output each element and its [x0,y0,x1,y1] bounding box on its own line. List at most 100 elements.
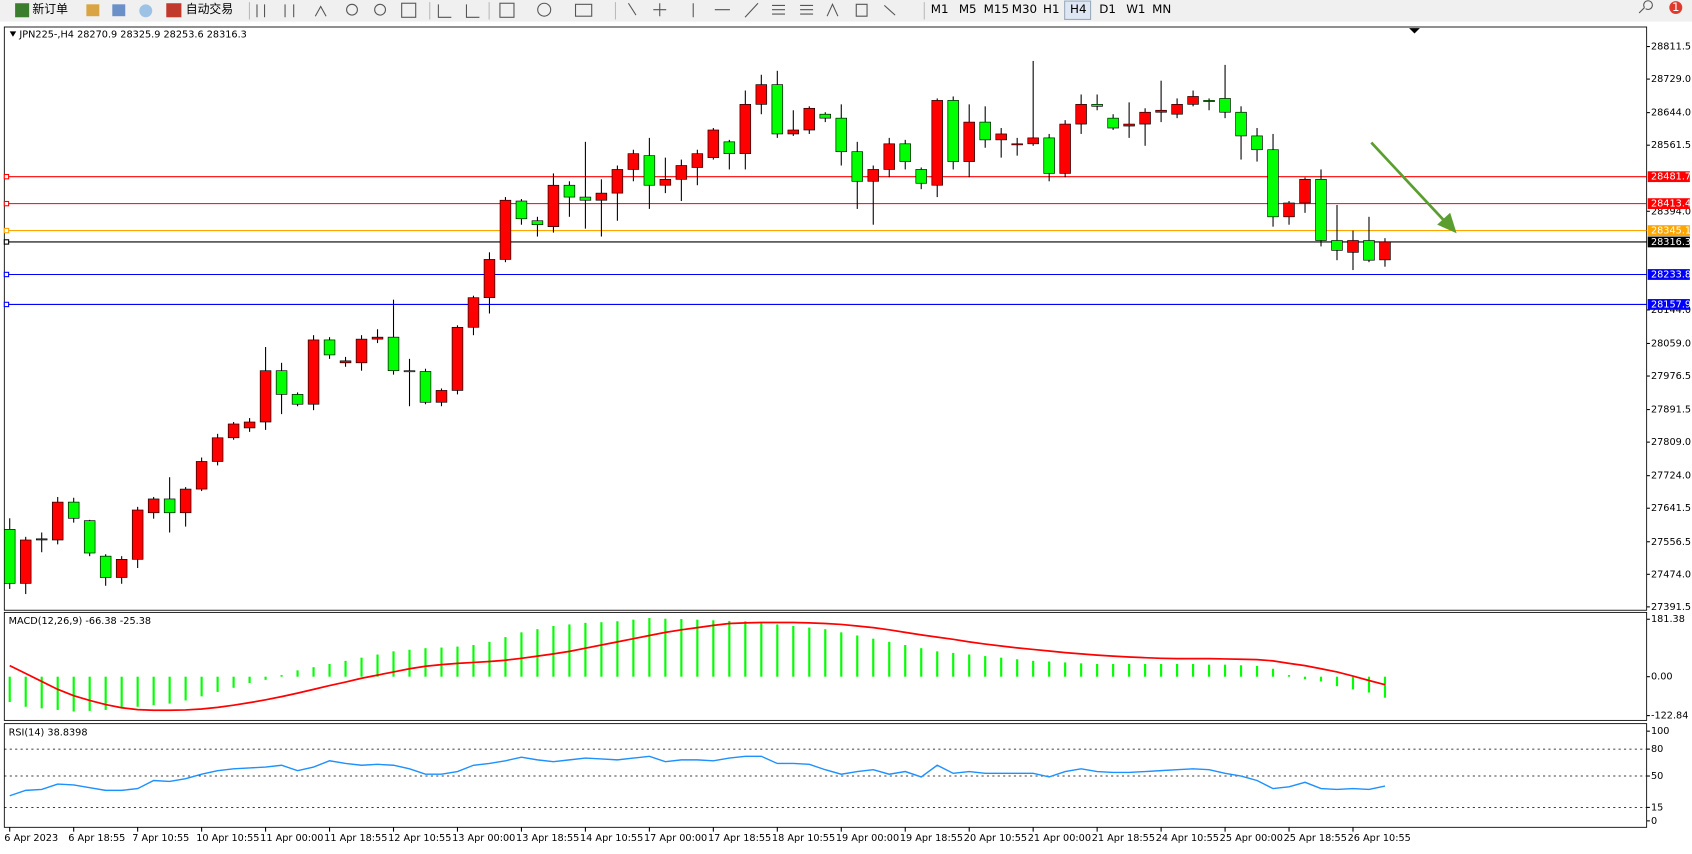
candle-body [1267,149,1279,218]
x-tick-label: 14 Apr 10:55 [580,833,643,844]
candle-body [1155,109,1167,113]
auto-trading-icon[interactable] [166,3,182,18]
new-order[interactable]: 新订单 [32,2,68,16]
x-tick-label: 21 Apr 18:55 [1092,833,1155,844]
notification-badge[interactable] [1669,1,1683,15]
level-label-bg [1647,171,1690,183]
candle-body [1331,240,1343,251]
candle-body [419,371,432,403]
tool-icons[interactable] [248,0,1653,20]
candle-body [1235,111,1247,137]
drawing-tools[interactable] [627,0,1653,18]
candle-body [675,165,688,180]
y-tick-label: 28644.0 [1651,108,1691,119]
y-tick-label: 28811.5 [1651,42,1691,53]
candle-body [147,498,160,514]
candle-body [691,153,704,168]
y-tick-label: 28561.5 [1651,140,1691,151]
x-tick-label: 24 Apr 10:55 [1156,833,1219,844]
candle-body [195,461,208,490]
level-handle [3,301,10,308]
indicators[interactable] [499,2,515,18]
candle-body [803,107,816,131]
x-tick-label: 17 Apr 18:55 [708,833,771,844]
candle-body [387,336,400,372]
y-tick-label: 27724.0 [1651,471,1691,482]
x-tick-label: 19 Apr 18:55 [900,833,963,844]
tool-icon[interactable] [139,4,153,18]
y-tick-label: 27556.5 [1651,537,1691,548]
new-order-icon[interactable] [15,3,30,18]
candle-body [291,394,304,405]
candle-body [867,169,879,182]
timeframe[interactable]: M5 [959,2,977,16]
candle-body [275,370,288,395]
timeframe-active [1064,0,1092,20]
templates[interactable] [574,3,593,17]
candle-body [755,84,768,105]
candle-body [1315,178,1327,241]
y-tick-label: 100 [1651,726,1670,737]
candle-body [531,220,544,226]
macd-panel [3,611,1648,721]
level-label: 28481.7 [1651,172,1691,183]
candle-body [547,184,560,227]
periods[interactable] [537,2,552,17]
notification-count[interactable]: 1 [1672,0,1680,14]
x-tick-label: 11 Apr 18:55 [324,833,387,844]
x-tick-label: 18 Apr 10:55 [772,833,835,844]
timeframe[interactable]: H4 [1070,2,1086,16]
level-label: 28233.8 [1651,269,1691,280]
timeframe[interactable]: H1 [1043,2,1059,16]
y-tick-label: 15 [1651,802,1663,813]
level-label: 28316.3 [1651,237,1691,248]
candle-body [1379,241,1391,261]
plot: 28811.5 28729.0 28644.0 28561.5 28394.0 28144… [3,42,1691,844]
timeframe[interactable]: MN [1152,2,1171,16]
candle-body [227,423,240,439]
candle-body [931,100,943,186]
candle-body [1091,104,1103,107]
candle-body [1043,137,1055,174]
auto-trading[interactable]: 自动交易 [186,2,233,16]
candle-body [435,390,448,403]
y-tick-label: -122.84 [1651,711,1688,722]
candle-body [451,326,464,391]
separators [248,2,925,20]
level-label-bg [1647,269,1690,280]
x-tick-label: 17 Apr 00:00 [644,833,707,844]
candle-body [1187,96,1199,105]
candle-body [1219,98,1231,113]
candle-body [707,129,720,158]
y-tick-label: 27976.5 [1651,371,1691,382]
timeframe[interactable]: M30 [1012,2,1037,16]
candle-body [563,184,576,198]
candle-body [259,370,272,423]
x-tick-label: 7 Apr 10:55 [132,833,189,844]
candle-body [1299,178,1311,204]
chart-type-icons[interactable] [256,4,327,18]
x-tick-label: 21 Apr 00:00 [1028,833,1091,844]
zoom-in[interactable] [346,3,358,16]
candle-body [483,259,496,299]
rsi-line [9,755,1386,797]
candle-body [659,178,672,186]
last-low: 28253.6 [164,30,204,41]
zoom-out[interactable] [374,3,387,16]
timeframe[interactable]: W1 [1126,2,1145,16]
tool-icon[interactable] [112,4,126,17]
y-tick-label: 80 [1651,744,1663,755]
timeframe[interactable]: M1 [931,2,949,16]
y-tick-label: 28144.0 [1651,305,1691,316]
timeframe[interactable]: D1 [1099,2,1116,16]
tool-icon[interactable] [86,4,100,17]
toolbar: 新订单 自动交易 M1 M5 M15 M30 H1 H4 D1 W1 MN 1 [0,0,1692,22]
candle-body [1011,143,1023,146]
scroll-icons[interactable] [437,4,480,18]
candle-body [19,539,32,584]
x-tick-label: 12 Apr 10:55 [388,833,451,844]
tile[interactable] [401,2,417,18]
level-handle [3,200,10,207]
timeframe[interactable]: M15 [984,2,1009,16]
